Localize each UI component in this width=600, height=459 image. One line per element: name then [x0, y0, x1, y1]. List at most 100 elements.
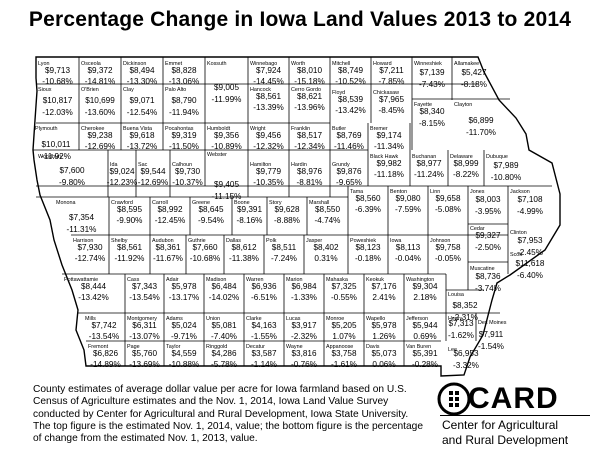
county-value: $9,876 — [336, 167, 361, 176]
county-name: Jasper — [306, 238, 322, 244]
county-change: -0.55% — [331, 293, 357, 302]
county-change: -12.23% — [107, 178, 138, 187]
county-change: -11.50% — [169, 142, 199, 151]
county-change: -2.31% — [452, 313, 478, 322]
county-value: $8,444 — [81, 282, 106, 291]
county-name: Worth — [291, 61, 305, 67]
county-change: 1.26% — [372, 332, 395, 341]
county-name: Lucas — [286, 316, 301, 322]
county-name: Allamakee — [454, 61, 479, 67]
card-logo-line2: and Rural Development — [442, 433, 569, 447]
county-value: $9,405 — [214, 180, 239, 189]
county-value: $9,779 — [256, 167, 281, 176]
county-change: -14.02% — [209, 293, 240, 302]
county-change: -13.54% — [89, 332, 120, 341]
county-name: Henry — [448, 316, 463, 322]
county-name: Cerro Gordo — [291, 87, 321, 93]
county-name: Black Hawk — [370, 154, 398, 160]
county-name: Dubuque — [486, 154, 508, 160]
county-change: -14.89% — [90, 360, 121, 369]
county-change: -1.55% — [251, 332, 277, 341]
county-name: Wayne — [286, 344, 303, 350]
county-change: -1.62% — [448, 331, 474, 340]
county-value: $8,511 — [272, 243, 297, 252]
county-value: $7,930 — [77, 243, 102, 252]
county-change: -8.22% — [453, 170, 479, 179]
county-change: -13.07% — [129, 332, 160, 341]
county-change: -10.88% — [169, 360, 200, 369]
county-change: -13.42% — [78, 293, 109, 302]
county-name: Union — [206, 316, 220, 322]
logo-divider — [440, 415, 590, 416]
county-value: $5,978 — [171, 282, 196, 291]
county-value: $9,174 — [376, 131, 401, 140]
county-change: -11.46% — [334, 142, 364, 151]
county-change: -13.06% — [169, 77, 200, 86]
county-change: -13.60% — [85, 108, 116, 117]
county-name: Monona — [56, 200, 75, 206]
county-name: Crawford — [111, 200, 133, 206]
county-name: Hamilton — [250, 162, 271, 168]
county-name: Jefferson — [406, 316, 428, 322]
county-change: -7.85% — [379, 77, 405, 86]
county-change: -2.32% — [291, 332, 317, 341]
county-change: -7.59% — [395, 205, 421, 214]
county-name: Benton — [390, 189, 407, 195]
county-change: -10.89% — [211, 142, 242, 151]
county-change: -10.37% — [172, 178, 203, 187]
county-value: $9,456 — [256, 131, 281, 140]
county-value: $8,560 — [355, 194, 380, 203]
county-value: $8,113 — [396, 243, 421, 252]
county-name: Ringgold — [206, 344, 227, 350]
county-change: -9.65% — [336, 178, 362, 187]
card-logo: CARD Center for Agricultural and Rural D… — [432, 382, 592, 452]
county-name: Appanoose — [326, 344, 353, 350]
card-logo-line1: Center for Agricultural — [442, 418, 559, 432]
county-name: Pocahontas — [165, 126, 194, 132]
county-change: -11.38% — [229, 254, 259, 263]
county-name: Sioux — [38, 87, 52, 93]
county-name: Howard — [373, 61, 392, 67]
county-change: -13.39% — [253, 103, 284, 112]
county-value: $6,484 — [211, 282, 236, 291]
card-logo-text: CARD — [468, 382, 559, 415]
county-value: $10,011 — [42, 140, 71, 149]
county-value: $8,003 — [475, 195, 500, 204]
county-name: Warren — [246, 277, 263, 283]
county-change: -11.94% — [169, 108, 199, 117]
county-name: Webster — [207, 152, 227, 158]
county-name: Decatur — [246, 344, 265, 350]
county-change: -14.45% — [253, 77, 284, 86]
county-value: $10,699 — [85, 96, 115, 105]
county-change: -8.18% — [461, 80, 487, 89]
county-name: Washington — [406, 277, 434, 283]
county-value: $5,205 — [331, 321, 356, 330]
county-value: $8,550 — [315, 205, 340, 214]
county-value: $7,660 — [192, 243, 217, 252]
county-value: $7,742 — [91, 321, 116, 330]
county-value: $8,539 — [338, 95, 363, 104]
county-change: -10.68% — [190, 254, 221, 263]
county-value: $8,561 — [117, 243, 142, 252]
county-change: -12.32% — [253, 142, 284, 151]
county-name: Van Buren — [406, 344, 431, 350]
county-change: -12.34% — [294, 142, 325, 151]
county-name: Emmet — [165, 61, 183, 67]
county-change: -1.14% — [251, 360, 277, 369]
county-name: Page — [127, 344, 140, 350]
county-name: Clarke — [246, 316, 262, 322]
county-value: $5,081 — [211, 321, 236, 330]
county-value: $5,427 — [461, 68, 486, 77]
county-change: -1.33% — [291, 293, 317, 302]
county-name: Des Moines — [478, 320, 507, 326]
county-value: $7,354 — [69, 213, 94, 222]
county-name: Taylor — [166, 344, 181, 350]
county-name: Cass — [127, 277, 140, 283]
card-logo-mark-icon — [437, 382, 471, 416]
county-change: -7.24% — [271, 254, 297, 263]
county-name: Humboldt — [207, 126, 231, 132]
county-name: Adams — [166, 316, 183, 322]
county-change: -0.28% — [412, 360, 438, 369]
county-change: -8.16% — [237, 216, 263, 225]
county-name: Marshall — [309, 200, 329, 206]
